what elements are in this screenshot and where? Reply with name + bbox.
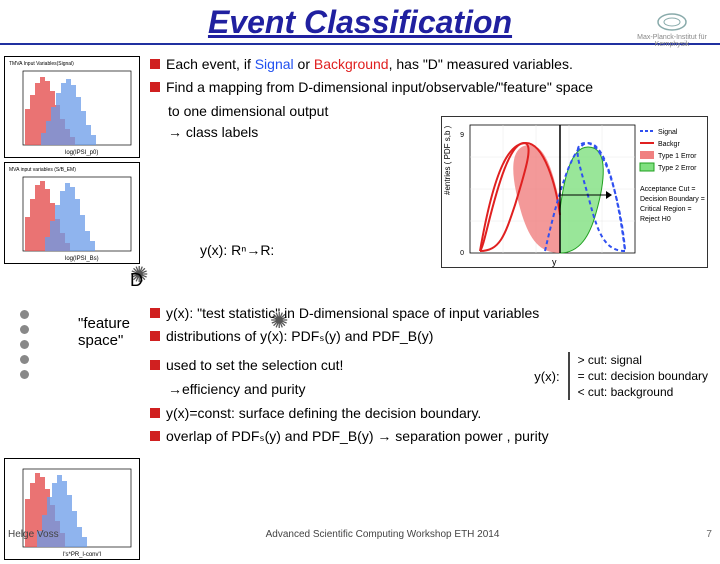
svg-text:log(IPSI_Bs): log(IPSI_Bs) <box>65 256 99 262</box>
svg-text:Reject H0: Reject H0 <box>640 216 671 223</box>
feature-space-label: "feature space" <box>78 316 130 349</box>
svg-text:Critical Region =: Critical Region = <box>640 206 692 213</box>
svg-text:Type 2 Error: Type 2 Error <box>658 165 697 172</box>
slide-title: Event Classification <box>0 4 720 41</box>
footer-title: Advanced Scientific Computing Workshop E… <box>266 529 500 540</box>
svg-text:Type 1 Error: Type 1 Error <box>658 153 697 160</box>
bullet-overlap: overlap of PDFₛ(y) and PDF_B(y) → separa… <box>150 427 708 446</box>
bullet-square-icon <box>150 82 160 92</box>
bullet-square-icon <box>150 431 160 441</box>
bullet-test-statistic: y(x): "test statistic" in D-dimensional … <box>150 304 708 323</box>
svg-text:0: 0 <box>460 250 464 257</box>
svg-text:Acceptance Cut =: Acceptance Cut = <box>640 186 695 193</box>
svg-text:Backgr: Backgr <box>658 141 680 148</box>
svg-text:MVA input variables (S/B_EM): MVA input variables (S/B_EM) <box>9 167 76 173</box>
bullet-square-icon <box>150 360 160 370</box>
svg-text:l's*PR_l-conv'l: l's*PR_l-conv'l <box>63 552 101 558</box>
bullet-surface: y(x)=const: surface defining the decisio… <box>150 404 708 423</box>
bullet-distributions: distributions of y(x): PDFₛ(y) and PDF_B… <box>150 327 708 346</box>
yx-Rn-label: y(x): Rⁿ→R: <box>200 242 274 258</box>
footer-page: 7 <box>706 529 712 540</box>
svg-text:Decision Boundary =: Decision Boundary = <box>640 196 705 203</box>
svg-text:9: 9 <box>460 132 464 139</box>
bullet-square-icon <box>150 59 160 69</box>
svg-text:log(IPSI_p0): log(IPSI_p0) <box>65 150 98 156</box>
efficiency-purity: →efficiency and purity <box>168 379 518 400</box>
bullet-2-text: Find a mapping from D-dimensional input/… <box>166 78 593 97</box>
institute-logo: Max-Planck-Institut für Kernphysik <box>632 12 712 48</box>
svg-text:Signal: Signal <box>658 129 678 136</box>
footer-author: Helge Voss <box>8 529 59 540</box>
bullet-1: Each event, if Signal or Background, has… <box>150 55 708 74</box>
bullet-square-icon <box>150 408 160 418</box>
bullet-1-text: Each event, if Signal or Background, has… <box>166 55 573 74</box>
bullet-square-icon <box>150 331 160 341</box>
cut-definition-box: > cut: signal = cut: decision boundary <… <box>568 352 708 401</box>
D-label: D <box>130 270 143 291</box>
svg-text:y: y <box>552 257 557 267</box>
histogram-2: MVA input variables (S/B_EM) log(IPSI_Bs… <box>4 162 140 264</box>
pdf-figure: #entries ( PDF s,b ) y 0 9 <box>441 116 708 268</box>
histogram-3: l's*PR_l-conv'l <box>4 458 140 560</box>
bullet-2: Find a mapping from D-dimensional input/… <box>150 78 708 97</box>
bullet-square-icon <box>150 308 160 318</box>
footer: Helge Voss Advanced Scientific Computing… <box>8 529 712 540</box>
cut-row: used to set the selection cut! →efficien… <box>150 352 708 401</box>
yx-label: y(x): <box>534 369 559 384</box>
svg-text:#entries ( PDF s,b ): #entries ( PDF s,b ) <box>443 125 452 195</box>
